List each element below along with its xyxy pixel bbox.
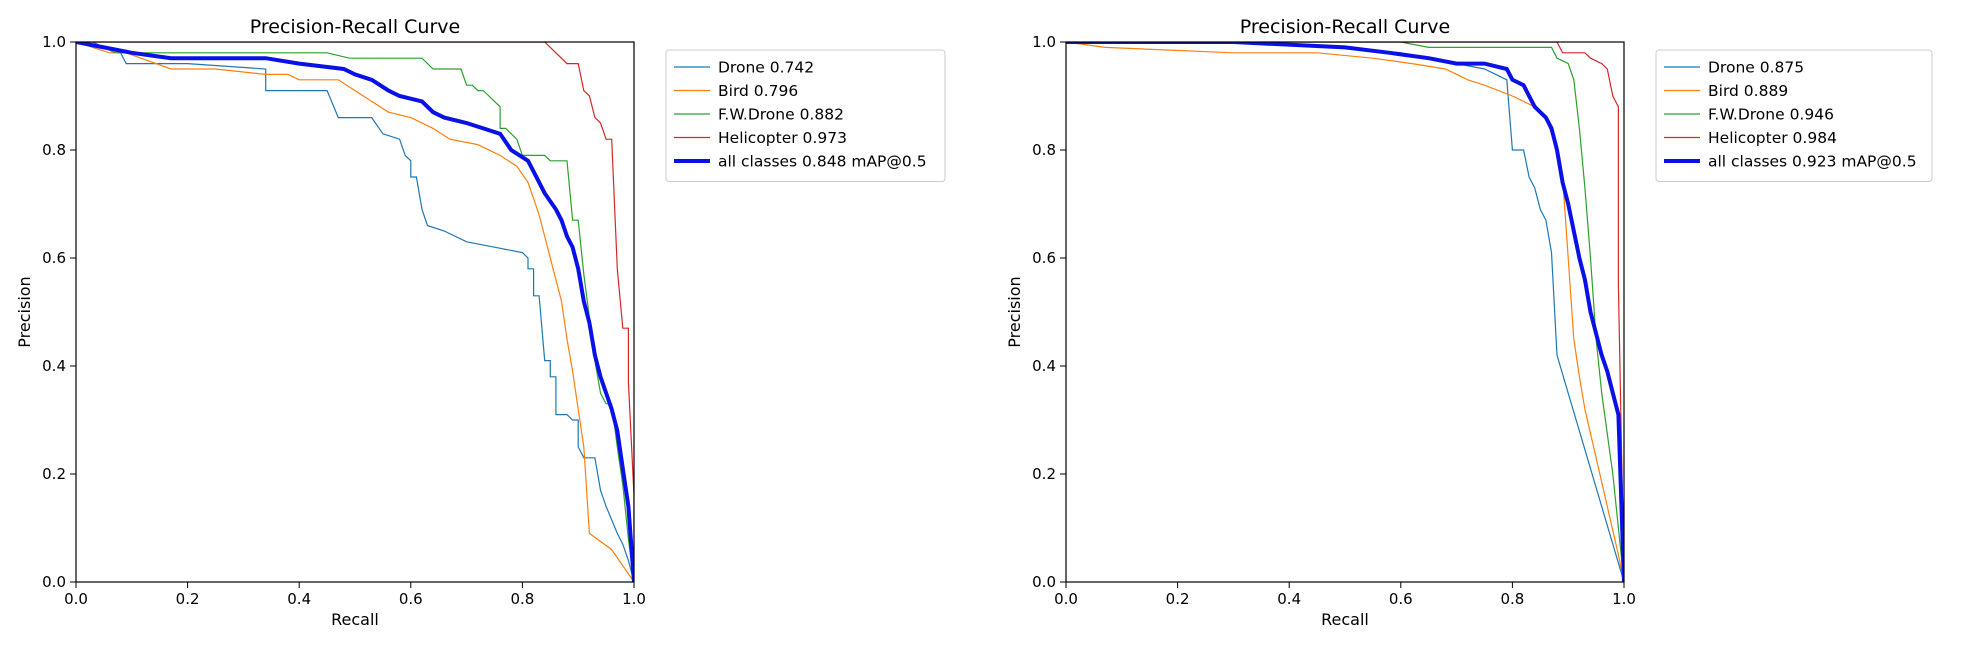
legend-entry: Bird 0.889: [1708, 82, 1788, 100]
y-axis-label: Precision: [1005, 276, 1024, 347]
x-tick-label: 0.0: [1054, 590, 1078, 608]
legend-box: [665, 49, 946, 182]
pr-chart-left: 0.0 0.2 0.4 0.6 0.8 1.0 0.0 0.2 0.4 0.6 0.8 1.0 Prec…: [15, 16, 946, 629]
x-tick-label: 0.6: [1389, 590, 1413, 608]
legend-entry: F.W.Drone 0.946: [1708, 106, 1834, 124]
plot-frame: [75, 41, 635, 583]
x-tick-label: 0.4: [287, 590, 311, 608]
y-tick-label: 0.4: [42, 357, 66, 375]
y-tick-label: 0.2: [42, 465, 66, 483]
y-tick-label: 0.2: [1032, 465, 1056, 483]
x-tick-label: 0.4: [1277, 590, 1301, 608]
series-line-1: [76, 42, 634, 582]
legend-entry: F.W.Drone 0.882: [718, 106, 844, 124]
x-tick-label: 0.6: [399, 590, 423, 608]
x-axis-label: Recall: [1321, 610, 1369, 629]
x-tick-label: 0.2: [176, 590, 200, 608]
plot-frame: [1065, 41, 1625, 583]
x-tick-label: 0.8: [1500, 590, 1524, 608]
pr-chart-right: 0.0 0.2 0.4 0.6 0.8 1.0 0.0 0.2 0.4 0.6 0.8 1.0 Prec…: [1005, 16, 1933, 629]
y-tick-label: 0.8: [1032, 141, 1056, 159]
series-line-2: [1066, 42, 1624, 582]
y-axis-label: Precision: [15, 276, 34, 347]
series-line-4: [76, 42, 634, 582]
series-line-2: [76, 42, 634, 582]
series-line-0: [1066, 42, 1624, 582]
x-tick-label: 0.8: [510, 590, 534, 608]
legend-entry: Drone 0.875: [1708, 59, 1804, 77]
x-tick-label: 0.0: [64, 590, 88, 608]
y-tick-label: 0.6: [1032, 249, 1056, 267]
y-tick-label: 0.6: [42, 249, 66, 267]
x-tick-label: 1.0: [622, 590, 646, 608]
y-tick-label: 1.0: [42, 33, 66, 51]
legend-entry: all classes 0.923 mAP@0.5: [1708, 153, 1917, 171]
series-line-1: [1066, 42, 1624, 582]
y-tick-label: 1.0: [1032, 33, 1056, 51]
legend-entry: Drone 0.742: [718, 59, 814, 77]
series-line-0: [76, 42, 634, 582]
x-tick-label: 0.2: [1166, 590, 1190, 608]
y-tick-label: 0.0: [42, 573, 66, 591]
legend-entry: Bird 0.796: [718, 82, 798, 100]
legend-box: [1655, 49, 1933, 182]
plot-series: [76, 42, 634, 582]
series-line-4: [1066, 42, 1624, 582]
legend: Drone 0.742 Bird 0.796 F.W.Drone 0.882 Heli…: [665, 49, 946, 182]
y-tick-label: 0.8: [42, 141, 66, 159]
legend: Drone 0.875 Bird 0.889 F.W.Drone 0.946 Heli…: [1655, 49, 1933, 182]
legend-entry: Helicopter 0.973: [718, 129, 847, 147]
x-axis-label: Recall: [331, 610, 379, 629]
chart-title: Precision-Recall Curve: [1240, 16, 1450, 38]
series-line-3: [76, 42, 634, 582]
legend-entry: all classes 0.848 mAP@0.5: [718, 153, 927, 171]
plot-series: [1066, 42, 1624, 582]
legend-entry: Helicopter 0.984: [1708, 129, 1837, 147]
series-line-3: [1066, 42, 1624, 582]
y-tick-label: 0.4: [1032, 357, 1056, 375]
chart-title: Precision-Recall Curve: [250, 16, 460, 38]
y-tick-label: 0.0: [1032, 573, 1056, 591]
x-tick-label: 1.0: [1612, 590, 1636, 608]
